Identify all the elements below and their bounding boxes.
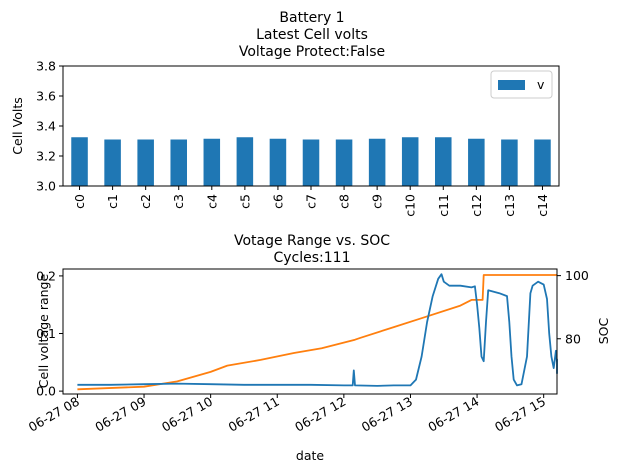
bar-x-tick-label: c12 xyxy=(469,194,484,217)
line-chart-right-y-axis-label: SOC xyxy=(596,317,611,344)
bar-x-tick-label: c7 xyxy=(304,194,319,209)
bar-y-tick-label: 3.8 xyxy=(36,59,56,74)
bar-x-tick-label: c5 xyxy=(237,194,252,209)
bar-x-tick-label: c4 xyxy=(204,194,219,209)
bar-x-tick-label: c9 xyxy=(370,194,385,209)
bar-c5 xyxy=(236,137,254,186)
bar-x-tick-label: c13 xyxy=(502,194,517,217)
bar-x-tick-label: c1 xyxy=(105,194,120,209)
bar-chart-title-line-1: Battery 1 xyxy=(279,10,344,26)
legend-swatch xyxy=(498,80,525,90)
bar-x-tick-label: c0 xyxy=(72,194,87,209)
bar-c2 xyxy=(137,139,154,186)
bar-c4 xyxy=(203,138,221,186)
bar-y-tick-label: 3.4 xyxy=(36,119,56,134)
bar-x-tick-label: c3 xyxy=(171,194,186,209)
bar-c12 xyxy=(468,138,485,186)
line-right-y-tick-label: 100 xyxy=(565,268,589,283)
line-chart-title-line-2: Cycles:111 xyxy=(274,250,351,266)
bar-c6 xyxy=(269,138,287,186)
bar-c14 xyxy=(534,139,551,186)
line-chart-left-y-ticks: 0.0 0.1 0.2 xyxy=(36,268,63,399)
line-chart-plot-frame xyxy=(62,268,558,395)
bar-c13 xyxy=(501,139,518,186)
bar-y-tick-label: 3.2 xyxy=(36,149,56,164)
bar-x-tick-label: c2 xyxy=(138,194,153,209)
bar-chart-y-axis-label: Cell Volts xyxy=(10,97,25,154)
bar-chart-title-line-3: Voltage Protect:False xyxy=(239,44,385,60)
bar-c0 xyxy=(71,137,88,186)
line-chart-right-y-ticks: 80 100 xyxy=(557,268,589,346)
bar-chart-y-ticks: 3.0 3.2 3.4 3.6 3.8 xyxy=(36,59,63,194)
bar-x-tick-label: c8 xyxy=(337,194,352,209)
line-chart-x-axis-label: date xyxy=(296,448,324,463)
bar-c7 xyxy=(302,139,320,186)
line-left-y-tick-label: 0.1 xyxy=(36,326,56,341)
bar-c3 xyxy=(170,139,187,186)
bar-chart-legend: v xyxy=(490,70,553,99)
bar-c8 xyxy=(335,139,353,186)
bar-c1 xyxy=(104,139,121,186)
bar-y-tick-label: 3.6 xyxy=(36,89,56,104)
bar-x-tick-label: c14 xyxy=(535,194,550,217)
line-right-y-tick-label: 80 xyxy=(565,331,581,346)
bar-chart-bars xyxy=(71,137,551,186)
bar-c9 xyxy=(368,138,386,186)
legend-label-v: v xyxy=(537,77,545,92)
bar-y-tick-label: 3.0 xyxy=(36,179,56,194)
line-chart-y-axis-label: Cell voltage range xyxy=(36,274,51,389)
soc-series-line xyxy=(77,274,557,391)
bar-chart-x-ticks: c0 c1 c2 c3 c4 c5 c6 c7 c8 c9 c10 c11 c12 c13 c14 xyxy=(72,186,550,217)
bar-x-tick-label: c11 xyxy=(436,194,451,217)
line-left-y-tick-label: 0.2 xyxy=(36,268,56,283)
line-chart-title-line-1: Votage Range vs. SOC xyxy=(234,233,390,249)
line-left-y-tick-label: 0.0 xyxy=(36,384,56,399)
bar-chart-plot-frame xyxy=(62,65,560,187)
bar-x-tick-label: c10 xyxy=(403,194,418,217)
bar-c11 xyxy=(435,137,452,186)
bar-chart: Battery 1 Latest Cell volts Voltage Prot… xyxy=(10,10,560,217)
bar-chart-title-line-2: Latest Cell volts xyxy=(256,27,368,43)
bar-x-tick-label: c6 xyxy=(270,194,285,209)
bar-c10 xyxy=(401,137,419,186)
cell-voltage-range-series-line xyxy=(77,273,558,387)
